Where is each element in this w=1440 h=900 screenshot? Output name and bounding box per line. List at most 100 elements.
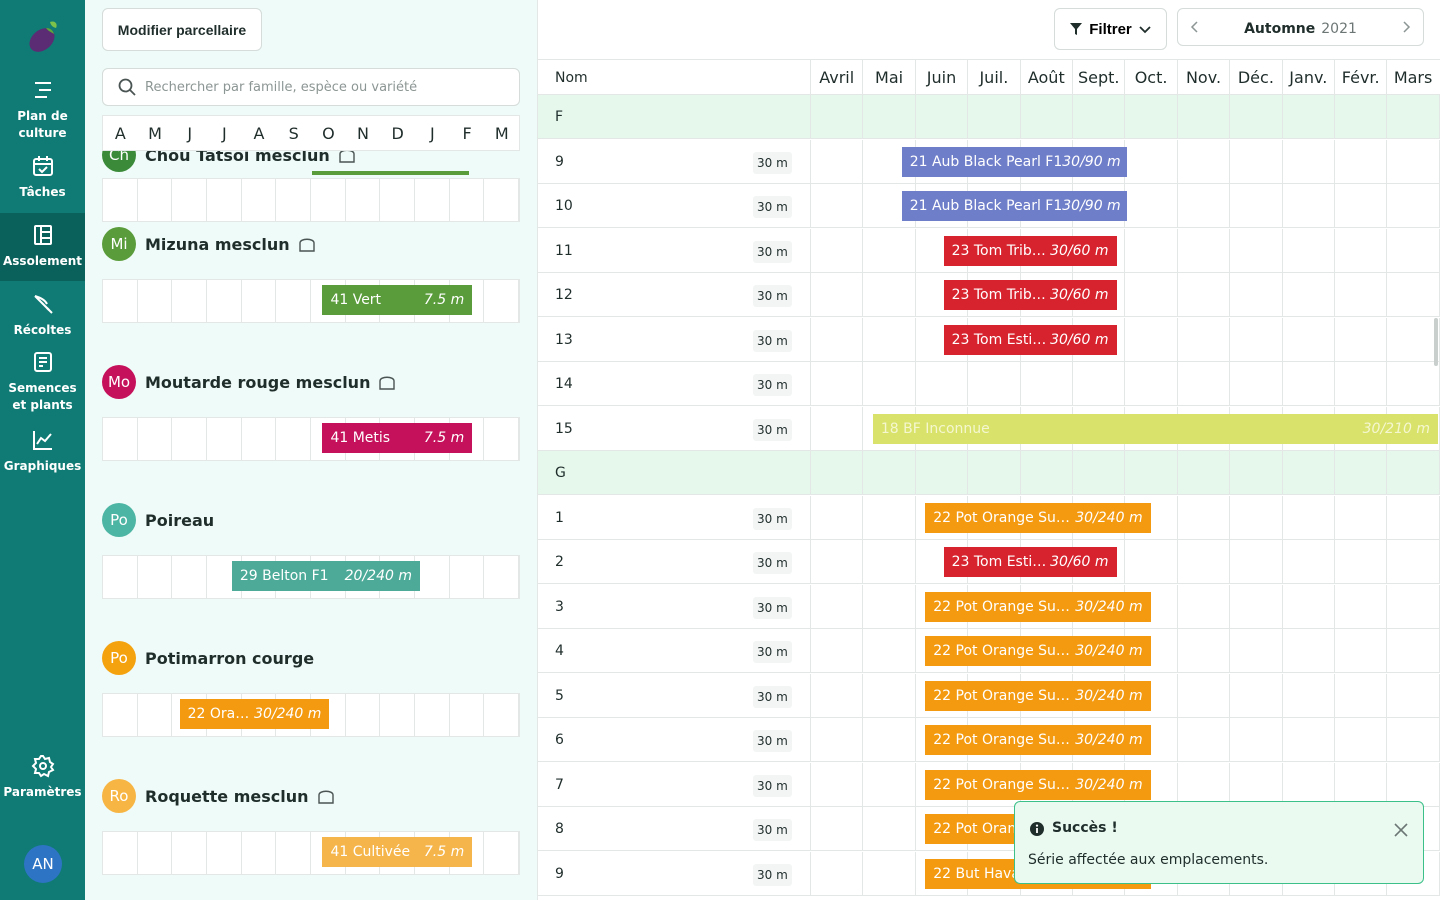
nav-assolement[interactable]: Assolement: [0, 213, 85, 281]
sidebar: Plan de culture Tâches Assolement Récolt…: [0, 0, 85, 900]
nav-taches[interactable]: Tâches: [0, 154, 85, 201]
series-bar[interactable]: 22 Pot Orange Su… 30/240 m: [925, 591, 1151, 622]
grid-line: [1281, 317, 1283, 362]
bed-name: 14: [555, 376, 573, 392]
month-column-header: Nov.: [1176, 60, 1229, 96]
series-bar[interactable]: 23 Tom Trib… 30/60 m: [943, 235, 1117, 266]
nav-label: Graphiques: [3, 459, 82, 473]
grid-line: [1176, 718, 1178, 762]
bed-row: 4 30 m 22 Pot Orange Su… 30/240 m: [538, 629, 1440, 673]
timeline-cell: [415, 694, 450, 736]
plan-icon: [34, 82, 51, 98]
grid-line: [862, 406, 864, 451]
avatar[interactable]: AN: [24, 845, 62, 883]
grid-line: [1281, 362, 1283, 406]
crop-series-bar[interactable]: 41 Vert 7.5 m: [322, 285, 473, 315]
series-quantity: 30/60 m: [1050, 554, 1109, 570]
success-toast: Succès ! Série affectée aux emplacements…: [1014, 801, 1424, 884]
month-column-header: Juin: [914, 60, 967, 96]
nav-semences-et-plants[interactable]: Semences et plants: [0, 350, 85, 414]
crop-title[interactable]: Mo Moutarde rouge mesclun: [102, 365, 396, 399]
nav-graphiques[interactable]: Graphiques: [0, 428, 85, 475]
bed-row: 14 30 m: [538, 362, 1440, 406]
bed-size: 30 m: [753, 285, 792, 307]
left-month-label: F: [462, 124, 472, 143]
grid-line: [1438, 95, 1440, 139]
grid-line: [1386, 139, 1388, 184]
crop-series-bar[interactable]: 29 Belton F1 20/240 m: [231, 561, 420, 591]
column-name-header[interactable]: Nom: [555, 70, 588, 86]
grid-line: [1386, 184, 1388, 228]
grid-line: [1072, 362, 1073, 406]
grid-line: [1334, 495, 1335, 540]
series-quantity: 30/240 m: [1075, 776, 1143, 793]
timeline-cell: [450, 694, 485, 736]
nav-recoltes[interactable]: Récoltes: [0, 292, 85, 339]
layout-icon: [33, 225, 52, 245]
left-month-label: M: [148, 124, 162, 143]
crop-series-bar[interactable]: [312, 171, 469, 175]
series-bar[interactable]: 22 Pot Orange Su… 30/240 m: [925, 680, 1151, 711]
group-row[interactable]: F: [538, 95, 1440, 139]
crop-series-bar[interactable]: 41 Cultivée 7.5 m: [322, 837, 473, 867]
series-bar[interactable]: 23 Tom Trib… 30/60 m: [943, 280, 1117, 310]
close-icon[interactable]: [1393, 822, 1409, 838]
crop-series-bar[interactable]: 22 Ora… 30/240 m: [179, 699, 330, 729]
bed-size: 30 m: [753, 774, 792, 797]
grid-line: [914, 540, 916, 584]
series-bar[interactable]: 22 Pot Orange Su… 30/240 m: [925, 636, 1151, 666]
grid-line: [1176, 495, 1178, 540]
bed-size: 30 m: [753, 552, 792, 574]
series-quantity: 7.5 m: [423, 430, 465, 446]
bed-row: 13 30 m 23 Tom Esti… 30/60 m: [538, 317, 1440, 362]
month-column-header: Avril: [810, 60, 862, 96]
bed-row: 1 30 m 22 Pot Orange Su… 30/240 m: [538, 495, 1440, 540]
crop-series-bar[interactable]: 41 Metis 7.5 m: [322, 423, 473, 453]
grid-line: [1229, 95, 1231, 139]
crop-title[interactable]: Mi Mizuna mesclun: [102, 227, 316, 261]
grid-line: [1386, 718, 1388, 762]
chevron-left-icon[interactable]: [1188, 20, 1202, 34]
crop-timeline: 41 Metis 7.5 m: [102, 417, 520, 461]
grid-line: [1176, 540, 1178, 584]
scrollbar-thumb[interactable]: [1434, 318, 1438, 366]
grid-line: [1281, 495, 1283, 540]
crop-title[interactable]: Po Poireau: [102, 503, 214, 537]
series-bar[interactable]: 21 Aub Black Pearl F1 30/90 m: [901, 146, 1127, 177]
bed-size: 30 m: [753, 196, 792, 218]
search-input[interactable]: [145, 79, 505, 95]
nav-parametres[interactable]: Paramètres: [0, 754, 85, 801]
bed-name: 12: [555, 287, 573, 303]
search-box[interactable]: [102, 68, 520, 106]
crop-title[interactable]: Po Potimarron courge: [102, 641, 314, 675]
grid-line: [1229, 584, 1231, 629]
series-bar[interactable]: 23 Tom Esti… 30/60 m: [943, 547, 1117, 577]
timeline-cell: [484, 832, 519, 874]
grid-line: [1438, 139, 1440, 184]
series-bar[interactable]: 22 Pot Orange Su… 30/240 m: [925, 725, 1151, 755]
crop-title[interactable]: Ro Roquette mesclun: [102, 779, 335, 813]
grid-line: [1281, 95, 1283, 139]
series-bar[interactable]: 22 Pot Orange Su… 30/240 m: [925, 769, 1151, 800]
filter-button[interactable]: Filtrer: [1054, 8, 1167, 50]
series-bar[interactable]: 18 BF Inconnue 30/210 m: [872, 413, 1438, 444]
group-row[interactable]: G: [538, 451, 1440, 495]
grid-line: [810, 406, 811, 451]
grid-line: [1386, 95, 1388, 139]
grid-line: [1386, 540, 1388, 584]
nav-plan-de-culture[interactable]: Plan de culture: [0, 78, 85, 142]
eggplant-logo-icon[interactable]: [22, 16, 62, 56]
crop-name: Potimarron courge: [145, 648, 315, 668]
series-bar[interactable]: 22 Pot Orange Su… 30/240 m: [925, 502, 1151, 533]
grid-line: [914, 362, 916, 406]
grid-line: [810, 317, 811, 362]
chevron-right-icon[interactable]: [1399, 20, 1413, 34]
modify-parcellaire-button[interactable]: Modifier parcellaire: [102, 8, 262, 51]
grid-line: [1438, 273, 1440, 317]
series-bar[interactable]: 21 Aub Black Pearl F1 30/90 m: [901, 191, 1127, 221]
grid-line: [1281, 451, 1283, 495]
series-bar[interactable]: 23 Tom Esti… 30/60 m: [943, 324, 1117, 355]
grid-line: [1281, 629, 1283, 673]
timeline-cell: [172, 418, 207, 460]
bed-row: 3 30 m 22 Pot Orange Su… 30/240 m: [538, 584, 1440, 629]
